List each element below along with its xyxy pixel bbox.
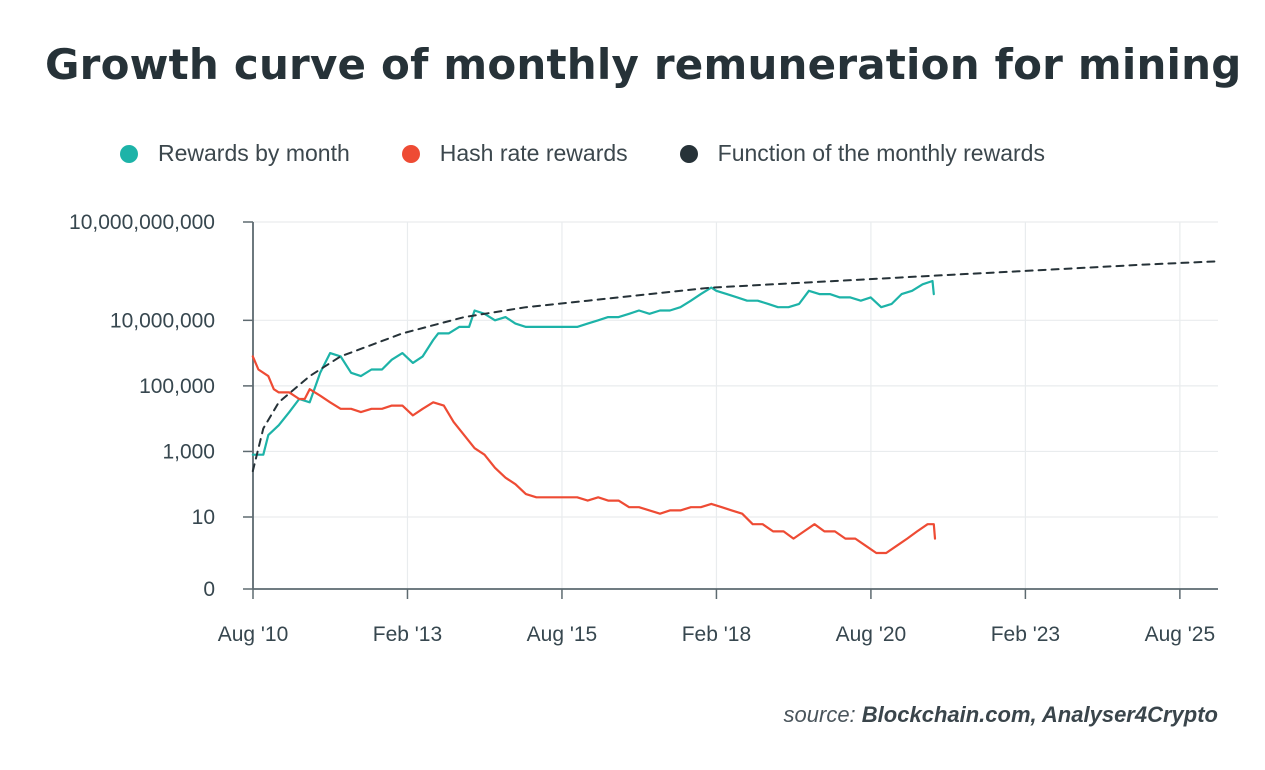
legend: Rewards by month Hash rate rewards Funct… — [120, 140, 1045, 167]
series-line-rewards-by-month — [251, 279, 935, 456]
x-tick-label: Aug '10 — [218, 623, 289, 646]
y-tick-label: 100,000 — [139, 375, 215, 398]
legend-item-hash-rate-rewards[interactable]: Hash rate rewards — [401, 140, 628, 167]
legend-label: Rewards by month — [158, 140, 350, 166]
x-tick-label: Feb '13 — [373, 623, 442, 646]
y-tick-label: 10,000,000 — [110, 309, 215, 332]
x-tick-label: Feb '18 — [682, 623, 751, 646]
x-tick-label: Aug '25 — [1145, 623, 1216, 646]
legend-item-function-monthly-rewards[interactable]: Function of the monthly rewards — [679, 140, 1045, 167]
legend-dot-red — [401, 144, 420, 163]
y-tick-label: 0 — [203, 578, 215, 601]
y-tick-label: 1,000 — [162, 440, 215, 463]
y-tick-label: 10 — [192, 506, 215, 529]
legend-dot-teal — [120, 144, 138, 163]
y-tick-label: 10,000,000,000 — [69, 211, 215, 234]
source-note: source: Blockchain.com, Analyser4Crypto — [784, 702, 1218, 728]
legend-dot-dark — [679, 144, 698, 163]
x-tick-label: Feb '23 — [991, 623, 1060, 646]
x-tick-label: Aug '15 — [527, 623, 598, 646]
source-prefix: source: — [783, 702, 856, 727]
series-line-hash-rate-rewards — [251, 355, 937, 555]
legend-label: Hash rate rewards — [439, 140, 628, 166]
chart-title: Growth curve of monthly remuneration for… — [45, 40, 1242, 89]
source-names: Blockchain.com, Analyser4Crypto — [861, 702, 1218, 727]
series-line-function-monthly-rewards — [251, 260, 1219, 473]
legend-item-rewards-by-month[interactable]: Rewards by month — [120, 140, 350, 167]
x-tick-label: Aug '20 — [836, 623, 907, 646]
legend-label: Function of the monthly rewards — [717, 140, 1045, 166]
